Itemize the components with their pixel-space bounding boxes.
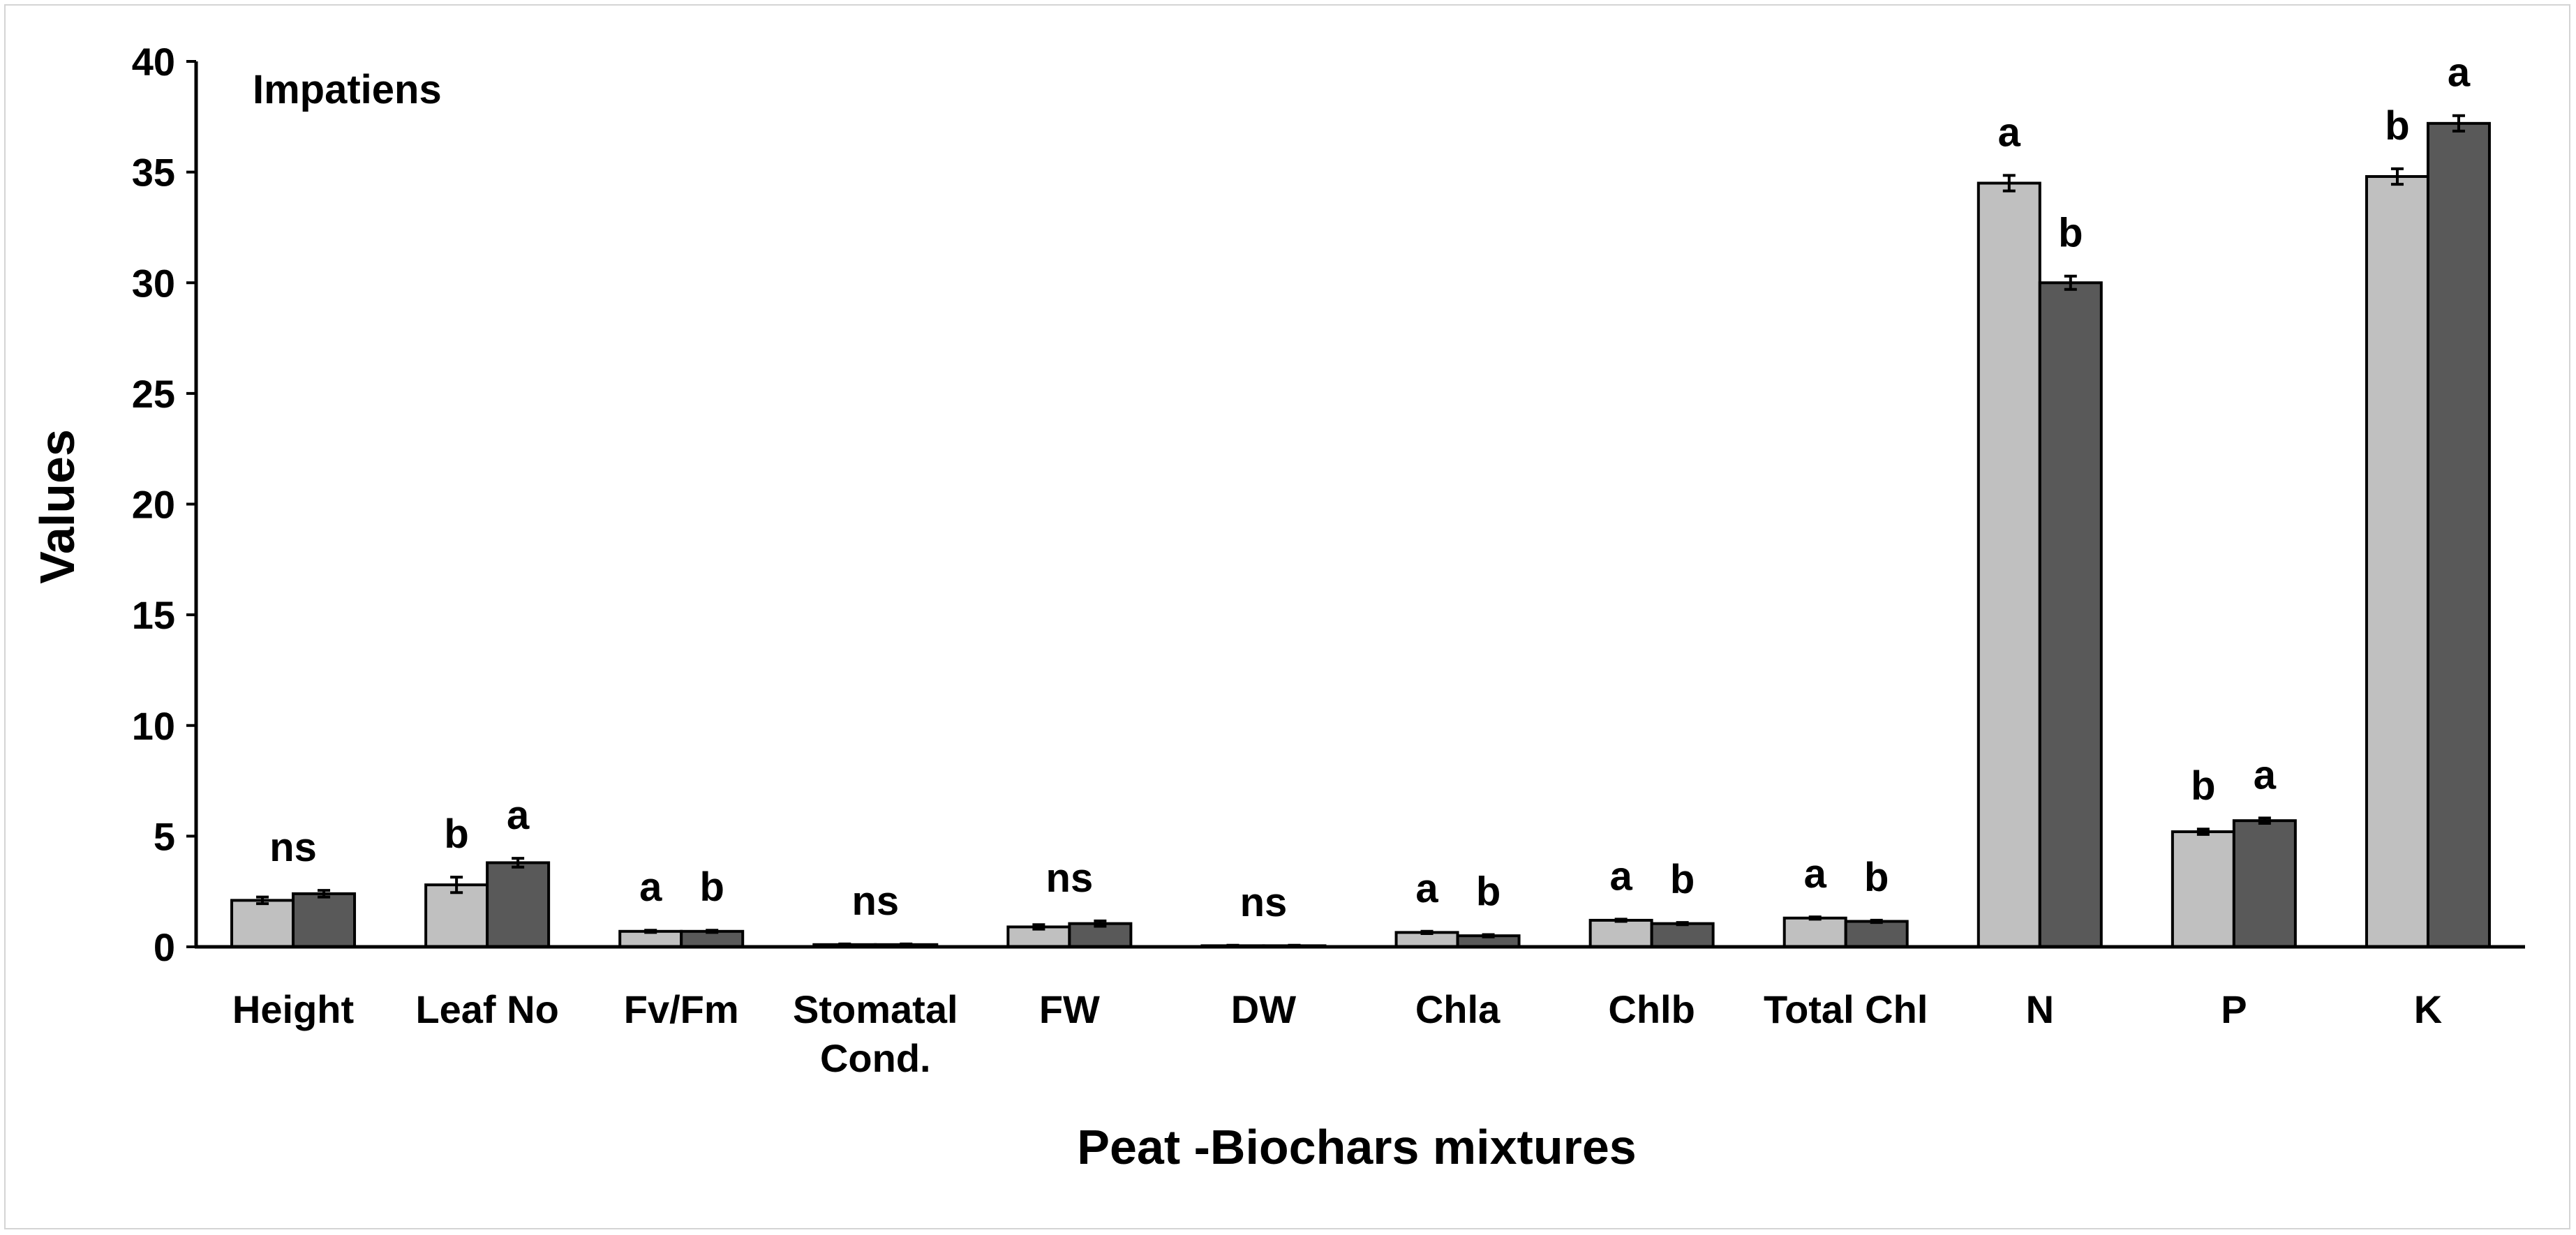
y-tick-label: 30 xyxy=(132,261,175,305)
error-bar-2-1 xyxy=(512,857,525,869)
significance-label: b xyxy=(699,864,724,910)
significance-label: a xyxy=(2448,50,2471,96)
significance-label: ns xyxy=(1046,855,1094,901)
y-tick-label: 35 xyxy=(132,151,175,195)
error-bar-1-7 xyxy=(1614,918,1628,923)
error-bar-2-4 xyxy=(1094,919,1107,928)
bar-2-0 xyxy=(292,892,357,948)
significance-label: b xyxy=(2058,211,2083,256)
y-tick-label: 0 xyxy=(154,925,175,969)
error-bar-1-2 xyxy=(644,929,657,934)
error-bar-1-11 xyxy=(2390,167,2404,186)
error-bar-2-6 xyxy=(1482,933,1495,938)
error-bar-1-9 xyxy=(2002,174,2016,193)
significance-label: a xyxy=(507,793,530,838)
bar-1-9 xyxy=(1976,181,2041,948)
x-axis-tick-labels: Height Leaf No Fv/Fm Stomatal Cond. FW DW Chla C… xyxy=(232,987,2442,1080)
x-axis-title: Peat -Biochars mixtures xyxy=(1077,1120,1636,1174)
y-tick-label: 10 xyxy=(132,704,175,748)
significance-label: b xyxy=(2385,103,2409,149)
error-bar-2-8 xyxy=(1870,918,1883,925)
significance-label: a xyxy=(1804,851,1827,897)
error-bar-1-8 xyxy=(1808,915,1822,921)
error-bar-2-10 xyxy=(2258,816,2271,825)
error-bar-2-3 xyxy=(900,942,913,947)
significance-label: b xyxy=(1670,857,1695,902)
error-bar-1-10 xyxy=(2196,828,2210,836)
x-tick-label: Chla xyxy=(1415,987,1501,1031)
bar-2-11 xyxy=(2426,121,2491,949)
significance-label: a xyxy=(2254,752,2277,798)
chart-frame xyxy=(4,4,2570,1229)
x-tick-label: Fv/Fm xyxy=(624,987,739,1031)
x-tick-label: N xyxy=(2026,987,2054,1031)
significance-label: ns xyxy=(269,825,317,870)
error-bar-1-3 xyxy=(838,942,851,947)
x-tick-label: DW xyxy=(1231,987,1296,1031)
significance-label: b xyxy=(2191,763,2215,809)
bar-2-7 xyxy=(1650,922,1715,948)
error-bars xyxy=(256,114,2465,948)
y-axis-ticks: 0 5 10 15 20 25 30 35 40 xyxy=(132,40,196,969)
x-tick-label: FW xyxy=(1039,987,1100,1031)
x-tick-label: P xyxy=(2221,987,2247,1031)
x-tick-label: Stomatal Cond. xyxy=(793,987,958,1080)
error-bar-2-2 xyxy=(706,929,719,934)
significance-label: b xyxy=(1864,855,1889,900)
bar-2-9 xyxy=(2038,281,2103,948)
x-tick-label: Chlb xyxy=(1608,987,1695,1031)
bar-2-1 xyxy=(486,861,551,948)
y-axis-title: Values xyxy=(30,429,84,584)
x-tick-label: Height xyxy=(232,987,354,1031)
error-bar-2-9 xyxy=(2064,274,2077,291)
significance-label: a xyxy=(1998,110,2021,155)
significance-label: ns xyxy=(1240,880,1288,925)
bar-1-0 xyxy=(230,899,295,948)
x-tick-label: K xyxy=(2414,987,2442,1031)
chart-title: Impatiens xyxy=(253,67,442,112)
error-bar-1-6 xyxy=(1420,929,1434,935)
bar-2-8 xyxy=(1844,920,1909,948)
bar-1-7 xyxy=(1588,918,1653,949)
significance-label: b xyxy=(1476,869,1501,915)
significance-label: a xyxy=(1415,866,1438,911)
significance-label: a xyxy=(1609,853,1632,899)
significance-label: b xyxy=(444,811,468,857)
y-tick-label: 25 xyxy=(132,372,175,416)
y-tick-label: 40 xyxy=(132,40,175,84)
error-bar-1-4 xyxy=(1032,923,1045,931)
y-tick-label: 20 xyxy=(132,483,175,527)
error-bar-2-7 xyxy=(1676,921,1689,927)
error-bar-1-0 xyxy=(256,895,269,906)
x-tick-label: Leaf No xyxy=(415,987,558,1031)
bar-2-10 xyxy=(2232,819,2297,948)
y-tick-label: 15 xyxy=(132,593,175,637)
bar-1-8 xyxy=(1782,916,1847,948)
significance-label: a xyxy=(639,864,662,910)
bar-1-1 xyxy=(424,883,489,949)
bar-1-10 xyxy=(2171,830,2235,949)
x-tick-label: Total Chl xyxy=(1764,987,1928,1031)
bar-1-11 xyxy=(2365,174,2429,949)
error-bar-2-11 xyxy=(2452,114,2465,133)
error-bar-2-0 xyxy=(318,889,331,899)
bars xyxy=(230,121,2491,949)
error-bar-1-1 xyxy=(450,876,463,895)
significance-label: ns xyxy=(851,878,899,924)
y-tick-label: 5 xyxy=(154,814,175,858)
